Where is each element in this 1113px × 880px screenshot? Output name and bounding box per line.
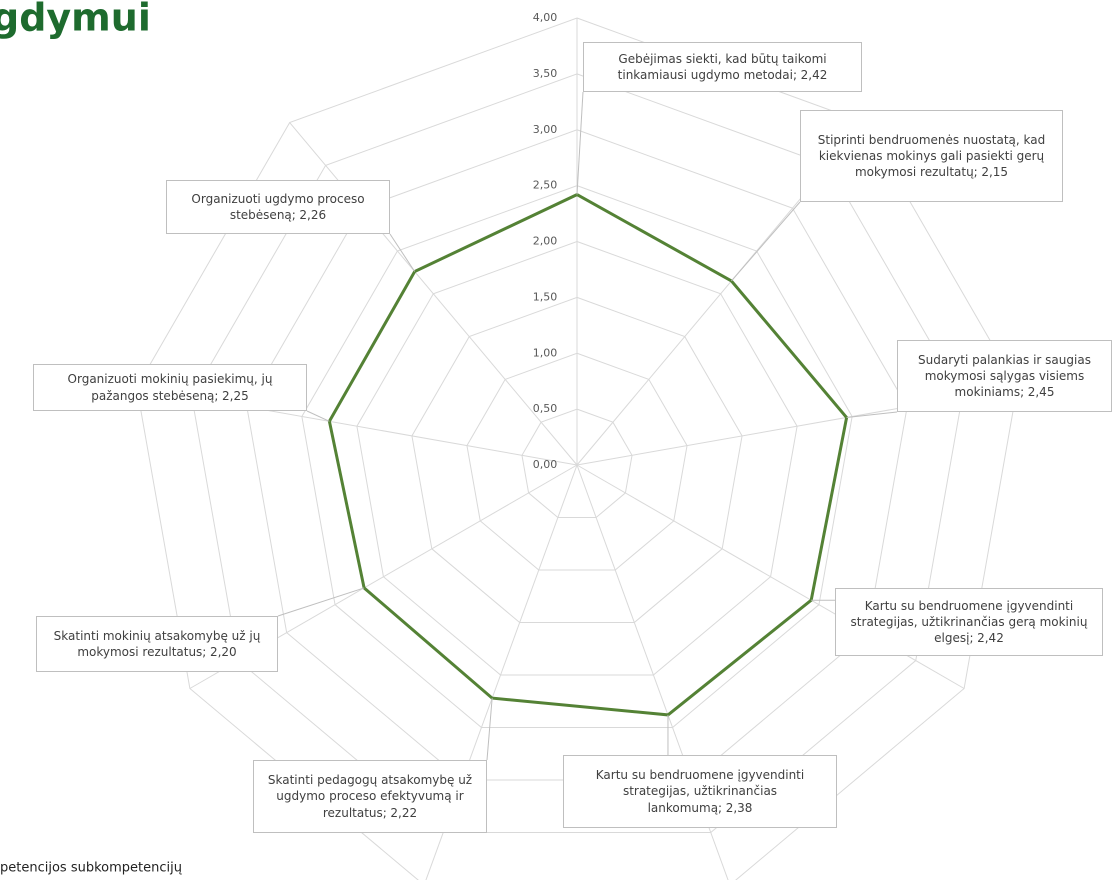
callout-line	[306, 410, 330, 422]
callout-line	[389, 233, 416, 272]
grid-ring	[466, 352, 688, 571]
data-label: Organizuoti ugdymo proceso stebėseną; 2,2…	[166, 180, 390, 234]
label-box: Organizuoti mokinių pasiekimų, jų pažang…	[33, 364, 307, 411]
y-tick-label: 4,00	[533, 11, 558, 24]
value-label: 2,38	[725, 800, 753, 815]
y-tick-label: 2,00	[533, 235, 558, 248]
grid-ring	[521, 408, 633, 519]
category-label: Organizuoti mokinių pasiekimų, jų pažang…	[67, 372, 273, 403]
data-label: Skatinti mokinių atsakomybę už jų mokymo…	[36, 616, 278, 672]
category-label: Stiprinti bendruomenės nuostatą, kad kie…	[817, 132, 1046, 180]
series-line	[327, 192, 849, 717]
label-text: Skatinti pedagogų atsakomybę už ugdymo p…	[260, 772, 480, 821]
y-tick-label: 2,50	[533, 179, 558, 192]
data-label: Sudaryti palankias ir saugias mokymosi s…	[897, 340, 1112, 412]
label-text: Organizuoti mokinių pasiekimų, jų pažang…	[40, 371, 300, 403]
value-label: 2,42	[977, 631, 1004, 646]
label-text: Kartu su bendruomene įgyvendinti strateg…	[842, 598, 1096, 647]
callout-line	[576, 91, 584, 195]
grid-ring	[191, 73, 963, 834]
data-label: Stiprinti bendruomenės nuostatą, kad kie…	[800, 110, 1063, 202]
grid-ring	[356, 240, 798, 676]
category-label: Gebėjimas siekti, kad būtų taikomi tinka…	[617, 51, 827, 82]
chart-title: gdymui	[0, 0, 151, 40]
category-label: Kartu su bendruomene įgyvendinti strateg…	[595, 768, 805, 815]
value-label: 2,25	[222, 388, 249, 403]
callout-line	[846, 411, 898, 418]
caption: petencijos subkompetencijų	[0, 861, 182, 876]
y-tick-label: 1,50	[533, 290, 558, 303]
data-label: Skatinti pedagogų atsakomybę už ugdymo p…	[253, 760, 487, 833]
label-text: Skatinti mokinių atsakomybę už jų mokymo…	[43, 628, 271, 660]
callout-line	[486, 698, 493, 761]
value-label: 2,15	[981, 165, 1009, 180]
grid-ring	[301, 185, 853, 729]
data-label: Organizuoti mokinių pasiekimų, jų pažang…	[33, 364, 307, 411]
callout-line	[731, 201, 801, 282]
data-label: Gebėjimas siekti, kad būtų taikomi tinka…	[583, 42, 862, 92]
value-label: 2,20	[209, 645, 237, 659]
y-tick-label: 0,50	[533, 402, 558, 415]
label-text: Organizuoti ugdymo proceso stebėseną; 2,2…	[173, 191, 383, 223]
label-text: Gebėjimas siekti, kad būtų taikomi tinka…	[590, 51, 855, 83]
y-tick-label: 3,00	[533, 123, 558, 136]
label-text: Stiprinti bendruomenės nuostatą, kad kie…	[807, 132, 1056, 181]
label-box: Sudaryti palankias ir saugias mokymosi s…	[897, 340, 1112, 412]
label-box: Stiprinti bendruomenės nuostatą, kad kie…	[800, 110, 1063, 202]
data-label: Kartu su bendruomene įgyvendinti strateg…	[835, 588, 1103, 656]
label-box: Kartu su bendruomene įgyvendinti strateg…	[835, 588, 1103, 656]
label-box: Skatinti mokinių atsakomybę už jų mokymo…	[36, 616, 278, 672]
category-label: Skatinti pedagogų atsakomybę už ugdymo p…	[267, 773, 473, 820]
category-label: Organizuoti ugdymo proceso stebėseną;	[191, 191, 365, 222]
label-box: Kartu su bendruomene įgyvendinti strateg…	[563, 755, 837, 828]
value-label: 2,22	[390, 805, 418, 820]
y-tick-label: 0,00	[533, 458, 558, 471]
label-box: Skatinti pedagogų atsakomybę už ugdymo p…	[253, 760, 487, 833]
label-box: Gebėjimas siekti, kad būtų taikomi tinka…	[583, 42, 862, 92]
category-label: Sudaryti palankias ir saugias mokymosi s…	[918, 352, 1091, 400]
data-label: Kartu su bendruomene įgyvendinti strateg…	[563, 755, 837, 828]
value-label: 2,26	[299, 208, 327, 222]
category-label: Skatinti mokinių atsakomybę už jų mokymo…	[53, 628, 261, 659]
grid-ring	[136, 17, 1018, 880]
label-text: Sudaryti palankias ir saugias mokymosi s…	[904, 352, 1105, 401]
label-box: Organizuoti ugdymo proceso stebėseną; 2,2…	[166, 180, 390, 234]
y-tick-label: 3,50	[533, 67, 558, 80]
grid-ring	[411, 296, 743, 624]
value-label: 2,45	[1027, 385, 1055, 400]
callout-line	[277, 587, 365, 617]
spoke	[289, 122, 578, 466]
label-text: Kartu su bendruomene įgyvendinti strateg…	[570, 767, 830, 816]
y-tick-label: 1,00	[533, 346, 558, 359]
value-label: 2,42	[800, 68, 828, 82]
category-label: Kartu su bendruomene įgyvendinti strateg…	[850, 598, 1088, 646]
